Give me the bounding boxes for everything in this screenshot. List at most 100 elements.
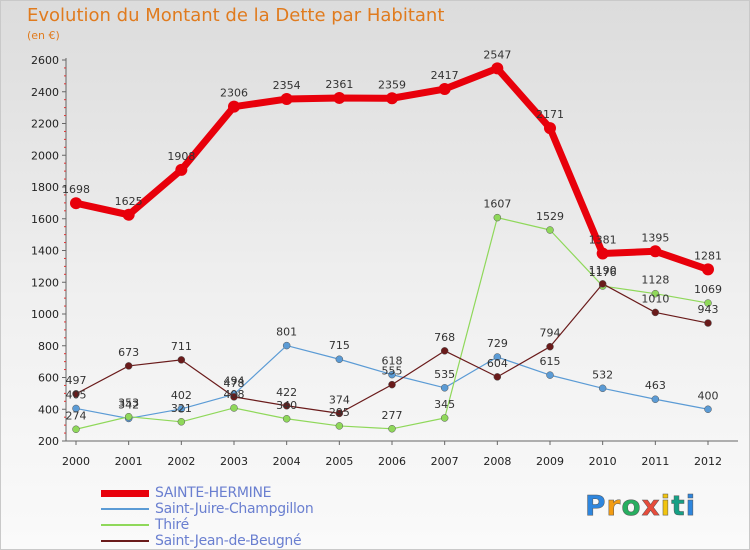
x-tick-label: 2010: [589, 455, 617, 468]
y-tick-label: 1200: [31, 276, 59, 289]
data-label: 555: [382, 365, 403, 378]
data-label: 801: [276, 326, 297, 339]
x-tick-label: 2008: [483, 455, 511, 468]
data-label: 295: [329, 406, 350, 419]
data-label: 604: [487, 357, 508, 370]
data-label: 1281: [694, 249, 722, 262]
data-label: 729: [487, 337, 508, 350]
data-label: 2171: [536, 108, 564, 121]
x-tick-label: 2002: [167, 455, 195, 468]
x-tick-label: 2003: [220, 455, 248, 468]
x-tick-label: 2004: [273, 455, 301, 468]
chart-unit: (en €): [27, 29, 60, 42]
data-label: 340: [276, 399, 297, 412]
data-point: [177, 405, 186, 413]
data-label: 408: [224, 388, 245, 401]
legend-item: Saint-Juire-Champgillon: [101, 501, 314, 517]
data-point: [596, 247, 609, 260]
data-label: 535: [434, 368, 455, 381]
data-label: 277: [382, 409, 403, 422]
data-label: 2306: [220, 87, 248, 100]
data-label: 1625: [115, 195, 143, 208]
y-tick-label: 1600: [31, 213, 59, 226]
data-point: [72, 390, 80, 398]
data-label: 711: [171, 340, 192, 353]
data-point: [546, 371, 554, 379]
data-label: 615: [540, 355, 561, 368]
data-label: 715: [329, 339, 350, 352]
legend-swatch: [101, 489, 149, 497]
legend-label: SAINTE-HERMINE: [155, 485, 272, 501]
data-point: [333, 91, 346, 104]
data-point: [491, 62, 504, 75]
data-point: [493, 373, 502, 381]
data-label: 1908: [167, 150, 195, 163]
data-point: [177, 356, 186, 364]
legend: SAINTE-HERMINE Saint-Juire-Champgillon Thi…: [101, 485, 314, 549]
data-point: [546, 342, 554, 351]
data-label: 274: [66, 409, 87, 422]
data-point: [544, 122, 556, 135]
data-label: 1698: [62, 183, 90, 196]
legend-swatch: [101, 508, 149, 510]
x-tick-label: 2005: [325, 455, 353, 468]
data-point: [651, 395, 660, 403]
data-point: [335, 422, 344, 430]
legend-label: Thiré: [155, 517, 189, 533]
legend-swatch: [101, 540, 149, 542]
data-label: 673: [118, 346, 139, 359]
data-point: [282, 341, 291, 350]
data-point: [493, 353, 502, 361]
data-point: [335, 409, 344, 418]
data-label: 1128: [641, 274, 669, 287]
data-point: [72, 404, 80, 413]
data-label: 494: [224, 374, 245, 387]
data-label: 497: [66, 374, 87, 387]
data-label: 422: [276, 386, 297, 399]
data-label: 2547: [483, 48, 511, 61]
data-label: 342: [118, 398, 139, 411]
legend-swatch: [101, 524, 149, 526]
legend-item: Thiré: [101, 517, 313, 533]
data-label: 402: [171, 389, 192, 402]
data-label: 2361: [325, 78, 353, 91]
data-point: [598, 280, 607, 288]
data-label: 2417: [431, 69, 459, 82]
data-label: 1395: [641, 231, 669, 244]
data-point: [438, 83, 451, 96]
data-point: [177, 418, 186, 426]
data-point: [388, 370, 396, 379]
data-point: [122, 208, 135, 221]
legend-item: SAINTE-HERMINE: [101, 485, 313, 501]
data-label: 532: [592, 368, 613, 381]
data-point: [702, 263, 714, 276]
data-point: [230, 404, 238, 412]
axes: 200 400 600 800 1000 1200 1400 1600 1800 2000 2200…: [31, 54, 738, 468]
data-point: [493, 213, 502, 222]
data-label: 2354: [273, 79, 301, 92]
data-point: [440, 384, 449, 392]
data-point: [440, 414, 449, 422]
data-point: [386, 92, 398, 105]
data-point: [282, 402, 291, 410]
y-tick-label: 2200: [31, 118, 59, 131]
data-point: [124, 362, 133, 370]
y-tick-label: 1400: [31, 245, 59, 258]
series-layer: [70, 62, 714, 434]
data-point: [651, 308, 660, 317]
data-label: 1010: [641, 292, 669, 305]
legend-label: Saint-Jean-de-Beugné: [155, 533, 302, 549]
data-label: 463: [645, 379, 666, 392]
data-label: 345: [434, 398, 455, 411]
y-tick-label: 800: [38, 340, 59, 353]
data-label: 1529: [536, 210, 564, 223]
y-tick-label: 600: [38, 372, 59, 385]
x-tick-label: 2001: [115, 455, 143, 468]
x-tick-label: 2006: [378, 455, 406, 468]
data-point: [230, 393, 238, 401]
data-point: [651, 289, 660, 298]
data-label: 768: [434, 331, 455, 344]
chart-title: Evolution du Montant de la Dette par Hab…: [27, 5, 445, 26]
